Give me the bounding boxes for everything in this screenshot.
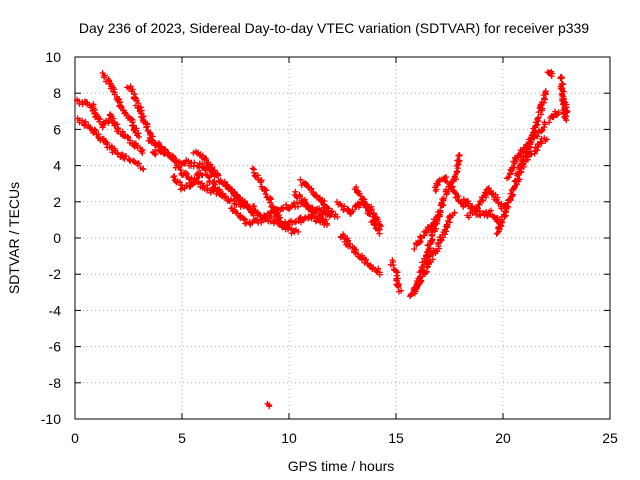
data-point-plus-markers bbox=[552, 108, 562, 119]
y-tick-label: -4 bbox=[49, 302, 62, 318]
x-tick-label: 5 bbox=[178, 430, 186, 446]
y-tick-label: 2 bbox=[53, 194, 61, 210]
y-tick-label: -10 bbox=[41, 411, 61, 427]
data-point-plus-markers bbox=[411, 233, 424, 252]
data-point-plus-markers bbox=[248, 208, 264, 219]
data-point-plus-markers bbox=[130, 158, 147, 173]
data-points bbox=[74, 68, 571, 410]
data-point-plus-markers bbox=[288, 226, 302, 237]
data-point-plus-markers bbox=[136, 108, 151, 134]
data-point-plus-markers bbox=[524, 125, 538, 153]
data-point-plus-markers bbox=[449, 183, 462, 201]
data-point-plus-markers bbox=[546, 113, 557, 126]
data-point-plus-markers bbox=[343, 236, 358, 255]
data-point-plus-markers bbox=[337, 231, 352, 245]
x-tick-label: 20 bbox=[495, 430, 511, 446]
y-tick-label: 8 bbox=[53, 85, 61, 101]
data-point-plus-markers bbox=[195, 170, 212, 180]
series-points bbox=[74, 68, 571, 410]
y-tick-label: -6 bbox=[49, 339, 62, 355]
data-point-plus-markers bbox=[455, 197, 469, 210]
x-axis-label: GPS time / hours bbox=[288, 458, 395, 474]
data-point-plus-markers bbox=[165, 150, 182, 171]
data-point-plus-markers bbox=[510, 176, 523, 193]
x-tick-label: 0 bbox=[71, 430, 79, 446]
x-tick-label: 10 bbox=[281, 430, 297, 446]
data-point-plus-markers bbox=[547, 69, 555, 80]
data-point-plus-markers bbox=[284, 200, 297, 212]
data-point-plus-markers bbox=[557, 74, 569, 122]
y-tick-label: 10 bbox=[45, 49, 61, 65]
data-point-plus-markers bbox=[209, 164, 224, 184]
data-point-plus-markers bbox=[111, 145, 127, 161]
data-point-plus-markers bbox=[206, 174, 219, 191]
data-point-plus-markers bbox=[264, 400, 273, 410]
data-point-plus-markers bbox=[318, 213, 330, 229]
data-point-plus-markers bbox=[130, 125, 142, 140]
x-tick-label: 25 bbox=[602, 430, 618, 446]
y-axis-label: SDTVAR / TECUs bbox=[6, 182, 22, 294]
data-point-plus-markers bbox=[538, 135, 550, 147]
data-point-plus-markers bbox=[537, 88, 549, 112]
chart-title: Day 236 of 2023, Sidereal Day-to-day VTE… bbox=[79, 20, 589, 36]
y-tick-label: -8 bbox=[49, 375, 62, 391]
data-point-plus-markers bbox=[395, 281, 405, 295]
data-point-plus-markers bbox=[437, 223, 451, 244]
data-point-plus-markers bbox=[509, 155, 520, 173]
axes: 0 5 10 15 20 25 -10 -8 -6 -4 -2 0 2 4 6 8 10 bbox=[41, 49, 618, 446]
data-point-plus-markers bbox=[431, 211, 443, 225]
data-point-plus-markers bbox=[371, 218, 383, 237]
data-point-plus-markers bbox=[424, 219, 437, 232]
data-point-plus-markers bbox=[131, 140, 146, 157]
x-tick-label: 15 bbox=[388, 430, 404, 446]
data-point-plus-markers bbox=[282, 224, 295, 233]
y-tick-label: 4 bbox=[53, 158, 61, 174]
y-tick-label: -2 bbox=[49, 266, 62, 282]
y-tick-label: 0 bbox=[53, 230, 61, 246]
data-point-plus-markers bbox=[321, 202, 336, 216]
data-point-plus-markers bbox=[452, 152, 463, 178]
data-point-plus-markers bbox=[393, 269, 402, 290]
data-point-plus-markers bbox=[199, 154, 216, 174]
data-point-plus-markers bbox=[308, 186, 323, 201]
data-point-plus-markers bbox=[538, 119, 548, 135]
data-point-plus-markers bbox=[99, 136, 116, 156]
data-point-plus-markers bbox=[443, 209, 458, 229]
y-tick-label: 6 bbox=[53, 121, 61, 137]
data-point-plus-markers bbox=[368, 263, 383, 278]
data-point-plus-markers bbox=[493, 223, 505, 237]
grid-lines bbox=[75, 57, 610, 419]
